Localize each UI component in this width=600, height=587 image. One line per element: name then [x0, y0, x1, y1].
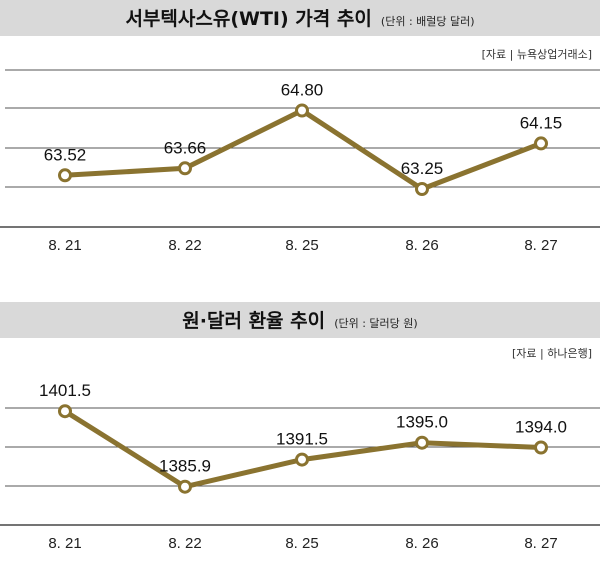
krw-series: 1401.5 8. 21 1385.9 8. 22 1391.5 8. 25 1395.0 8… — [39, 381, 567, 552]
krw-source: [자료 | 하나은행] — [512, 346, 592, 360]
krw-panel: 원·달러 환율 추이 (단위 : 달러당 원) [자료 | 하나은행] 1401… — [0, 302, 600, 552]
krw-x-tick-2: 8. 22 — [168, 535, 201, 552]
wti-title-bar — [0, 0, 600, 36]
krw-x-tick-4: 8. 26 — [405, 535, 438, 552]
wti-title: 서부텍사스유(WTI) 가격 추이 (단위 : 배럴당 달러) — [125, 8, 474, 30]
krw-unit-text: (단위 : 달러당 원) — [334, 317, 418, 330]
krw-data-label-4: 1395.0 — [396, 413, 448, 432]
wti-x-tick-5: 8. 27 — [524, 237, 557, 254]
wti-series: 63.52 8. 21 63.66 8. 22 64.80 8. 25 63.25 8. 26… — [44, 81, 563, 255]
krw-data-label-3: 1391.5 — [276, 430, 328, 449]
krw-series-line — [62, 408, 544, 490]
wti-point-3 — [295, 103, 309, 118]
krw-title-bar — [0, 302, 600, 338]
krw-point-4 — [415, 435, 429, 450]
krw-point-5 — [534, 440, 548, 455]
wti-series-line — [62, 108, 544, 192]
wti-point-4 — [415, 182, 429, 196]
wti-data-label-5: 64.15 — [520, 113, 563, 132]
krw-data-label-1: 1401.5 — [39, 381, 91, 400]
krw-title: 원·달러 환율 추이 (단위 : 달러당 원) — [182, 310, 417, 332]
wti-point-5 — [534, 136, 548, 151]
krw-point-3 — [295, 452, 309, 467]
wti-point-2 — [178, 161, 192, 176]
wti-x-tick-4: 8. 26 — [405, 237, 438, 254]
krw-x-tick-1: 8. 21 — [48, 535, 81, 552]
wti-title-text: 서부텍사스유(WTI) 가격 추이 — [125, 8, 371, 30]
krw-title-text: 원·달러 환율 추이 — [182, 310, 325, 332]
krw-data-label-2: 1385.9 — [159, 457, 211, 476]
wti-data-label-4: 63.25 — [401, 159, 444, 178]
wti-data-label-3: 64.80 — [281, 81, 324, 100]
wti-point-1 — [58, 168, 72, 183]
krw-point-2 — [178, 479, 192, 494]
wti-panel: 서부텍사스유(WTI) 가격 추이 (단위 : 배럴당 달러) [자료 | 뉴욕… — [0, 0, 600, 254]
wti-data-label-2: 63.66 — [164, 138, 207, 157]
wti-x-tick-1: 8. 21 — [48, 237, 81, 254]
krw-data-label-5: 1394.0 — [515, 418, 567, 437]
krw-x-tick-3: 8. 25 — [285, 535, 318, 552]
krw-point-1 — [58, 404, 72, 419]
krw-x-tick-5: 8. 27 — [524, 535, 557, 552]
wti-x-tick-2: 8. 22 — [168, 237, 201, 254]
wti-data-label-1: 63.52 — [44, 145, 87, 164]
wti-x-tick-3: 8. 25 — [285, 237, 318, 254]
wti-unit-text: (단위 : 배럴당 달러) — [381, 15, 475, 28]
wti-source: [자료 | 뉴욕상업거래소] — [482, 48, 592, 61]
